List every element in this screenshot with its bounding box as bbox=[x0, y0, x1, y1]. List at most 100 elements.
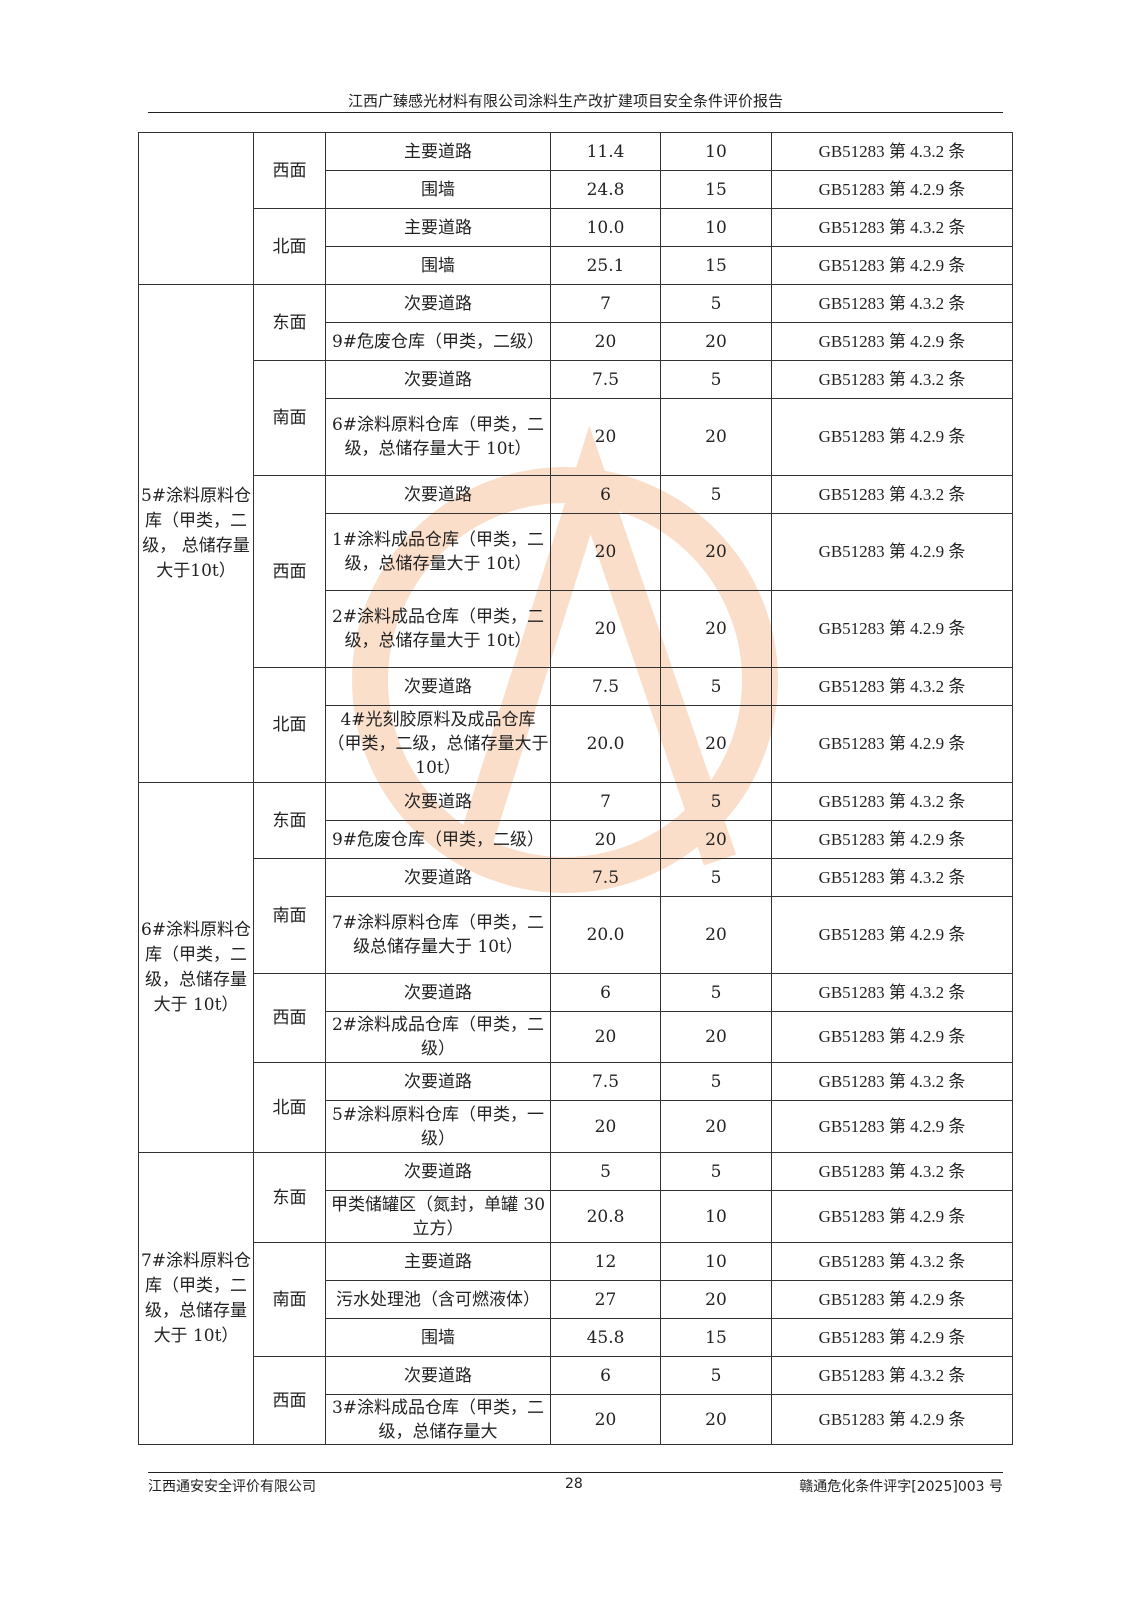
basis-cell: GB51283 第 4.3.2 条 bbox=[771, 284, 1013, 323]
basis-cell: GB51283 第 4.2.9 条 bbox=[771, 1100, 1013, 1153]
header-divider bbox=[148, 112, 1003, 113]
item-cell: 次要道路 bbox=[325, 1152, 551, 1191]
required-distance-cell: 20 bbox=[660, 398, 772, 476]
basis-cell: GB51283 第 4.2.9 条 bbox=[771, 705, 1013, 783]
table-row: 围墙 25.1 15 GB51283 第 4.2.9 条 bbox=[139, 246, 1013, 285]
basis-cell: GB51283 第 4.3.2 条 bbox=[771, 1356, 1013, 1395]
required-distance-cell: 5 bbox=[660, 782, 772, 821]
actual-distance-cell: 20 bbox=[550, 322, 661, 361]
actual-distance-cell: 24.8 bbox=[550, 170, 661, 209]
basis-cell: GB51283 第 4.2.9 条 bbox=[771, 590, 1013, 668]
direction-cell: 西面 bbox=[253, 475, 326, 668]
table-row: 西面 次要道路 6 5 GB51283 第 4.3.2 条 bbox=[139, 1356, 1013, 1445]
table-row: 甲类储罐区（氮封，单罐 30 立方） 20.8 10 GB51283 第 4.2.9 … bbox=[139, 1190, 1013, 1243]
page-number: 28 bbox=[565, 1476, 583, 1492]
required-distance-cell: 20 bbox=[660, 1280, 772, 1319]
actual-distance-cell: 20 bbox=[550, 820, 661, 859]
required-distance-cell: 20 bbox=[660, 513, 772, 591]
item-cell: 次要道路 bbox=[325, 782, 551, 821]
required-distance-cell: 15 bbox=[660, 246, 772, 285]
basis-cell: GB51283 第 4.3.2 条 bbox=[771, 667, 1013, 706]
basis-cell: GB51283 第 4.2.9 条 bbox=[771, 1318, 1013, 1357]
item-cell: 6#涂料原料仓库（甲类，二级，总储存量大于 10t） bbox=[325, 398, 551, 476]
basis-cell: GB51283 第 4.3.2 条 bbox=[771, 475, 1013, 514]
table-row: 5#涂料原料仓库（甲类，二级， 总储存量大于10t） 东面 次要道路 7 5 GB5128… bbox=[138, 284, 1013, 783]
item-cell: 次要道路 bbox=[325, 973, 551, 1012]
actual-distance-cell: 7.5 bbox=[550, 858, 661, 897]
table-row: 北面 次要道路 7.5 5 GB51283 第 4.3.2 条 bbox=[139, 667, 1013, 783]
basis-cell: GB51283 第 4.2.9 条 bbox=[771, 896, 1013, 974]
basis-cell: GB51283 第 4.2.9 条 bbox=[771, 246, 1013, 285]
item-cell: 次要道路 bbox=[325, 1356, 551, 1395]
required-distance-cell: 5 bbox=[660, 858, 772, 897]
required-distance-cell: 20 bbox=[660, 1394, 772, 1445]
required-distance-cell: 5 bbox=[660, 475, 772, 514]
required-distance-cell: 10 bbox=[660, 132, 772, 171]
table-row: 围墙 24.8 15 GB51283 第 4.2.9 条 bbox=[139, 170, 1013, 209]
required-distance-cell: 15 bbox=[660, 1318, 772, 1357]
basis-cell: GB51283 第 4.3.2 条 bbox=[771, 360, 1013, 399]
item-cell: 污水处理池（含可燃液体） bbox=[325, 1280, 551, 1319]
table-row: 西面 次要道路 6 5 GB51283 第 4.3.2 条 bbox=[139, 475, 1013, 668]
actual-distance-cell: 6 bbox=[550, 973, 661, 1012]
basis-cell: GB51283 第 4.2.9 条 bbox=[771, 1394, 1013, 1445]
object-cell: 6#涂料原料仓库（甲类，二级，总储存量大于 10t） bbox=[138, 782, 254, 1153]
actual-distance-cell: 7 bbox=[550, 284, 661, 323]
required-distance-cell: 5 bbox=[660, 973, 772, 1012]
table-row: 6#涂料原料仓库（甲类，二级，总储存量大于 10t） 东面 次要道路 7 5 GB5128… bbox=[138, 782, 1013, 1153]
table-row: 西面 主要道路 11.4 10 GB51283 第 4.3.2 条 bbox=[138, 132, 1013, 285]
table-row: 2#涂料成品仓库（甲类，二级，总储存量大于 10t） 20 20 GB51283 第 … bbox=[139, 590, 1013, 668]
required-distance-cell: 5 bbox=[660, 1356, 772, 1395]
item-cell: 次要道路 bbox=[325, 360, 551, 399]
table-row: 南面 主要道路 12 10 GB51283 第 4.3.2 条 bbox=[139, 1242, 1013, 1357]
actual-distance-cell: 12 bbox=[550, 1242, 661, 1281]
table-row: 4#光刻胶原料及成品仓库（甲类，二级，总储存量大于 10t） 20.0 20 GB51… bbox=[139, 705, 1013, 783]
direction-cell: 西面 bbox=[253, 132, 326, 209]
required-distance-cell: 20 bbox=[660, 322, 772, 361]
table-row: 9#危废仓库（甲类，二级） 20 20 GB51283 第 4.2.9 条 bbox=[139, 322, 1013, 361]
basis-cell: GB51283 第 4.3.2 条 bbox=[771, 782, 1013, 821]
basis-cell: GB51283 第 4.2.9 条 bbox=[771, 513, 1013, 591]
direction-cell: 南面 bbox=[253, 858, 326, 974]
table-row: 西面 次要道路 6 5 GB51283 第 4.3.2 条 bbox=[139, 973, 1013, 1063]
basis-cell: GB51283 第 4.2.9 条 bbox=[771, 322, 1013, 361]
basis-cell: GB51283 第 4.3.2 条 bbox=[771, 858, 1013, 897]
item-cell: 主要道路 bbox=[325, 208, 551, 247]
actual-distance-cell: 6 bbox=[550, 1356, 661, 1395]
table-row: 南面 次要道路 7.5 5 GB51283 第 4.3.2 条 bbox=[139, 858, 1013, 974]
direction-cell: 北面 bbox=[253, 208, 326, 285]
distance-table: 西面 主要道路 11.4 10 GB51283 第 4.3.2 条围墙 24.8 15 GB5… bbox=[138, 132, 1013, 1445]
required-distance-cell: 10 bbox=[660, 1242, 772, 1281]
actual-distance-cell: 20 bbox=[550, 513, 661, 591]
required-distance-cell: 20 bbox=[660, 896, 772, 974]
direction-cell: 北面 bbox=[253, 1062, 326, 1153]
basis-cell: GB51283 第 4.2.9 条 bbox=[771, 1011, 1013, 1063]
object-cell: 7#涂料原料仓库（甲类，二级，总储存量大于 10t） bbox=[138, 1152, 254, 1445]
actual-distance-cell: 7.5 bbox=[550, 667, 661, 706]
actual-distance-cell: 7.5 bbox=[550, 1062, 661, 1101]
footer-company: 江西通安安全评价有限公司 bbox=[148, 1479, 316, 1495]
table-row: 7#涂料原料仓库（甲类，二级总储存量大于 10t） 20.0 20 GB51283 第… bbox=[139, 896, 1013, 974]
item-cell: 围墙 bbox=[325, 170, 551, 209]
actual-distance-cell: 20 bbox=[550, 1394, 661, 1445]
basis-cell: GB51283 第 4.3.2 条 bbox=[771, 132, 1013, 171]
required-distance-cell: 10 bbox=[660, 208, 772, 247]
basis-cell: GB51283 第 4.3.2 条 bbox=[771, 973, 1013, 1012]
basis-cell: GB51283 第 4.2.9 条 bbox=[771, 820, 1013, 859]
actual-distance-cell: 10.0 bbox=[550, 208, 661, 247]
item-cell: 围墙 bbox=[325, 246, 551, 285]
item-cell: 次要道路 bbox=[325, 284, 551, 323]
item-cell: 主要道路 bbox=[325, 132, 551, 171]
basis-cell: GB51283 第 4.2.9 条 bbox=[771, 170, 1013, 209]
actual-distance-cell: 20 bbox=[550, 1100, 661, 1153]
direction-cell: 东面 bbox=[253, 782, 326, 859]
item-cell: 1#涂料成品仓库（甲类，二级，总储存量大于 10t） bbox=[325, 513, 551, 591]
basis-cell: GB51283 第 4.3.2 条 bbox=[771, 1242, 1013, 1281]
footer-divider bbox=[148, 1472, 1003, 1473]
item-cell: 2#涂料成品仓库（甲类，二级） bbox=[325, 1011, 551, 1063]
required-distance-cell: 20 bbox=[660, 590, 772, 668]
footer-doc-number: 赣通危化条件评字[2025]003 号 bbox=[799, 1479, 1003, 1495]
item-cell: 次要道路 bbox=[325, 475, 551, 514]
basis-cell: GB51283 第 4.3.2 条 bbox=[771, 1152, 1013, 1191]
actual-distance-cell: 5 bbox=[550, 1152, 661, 1191]
